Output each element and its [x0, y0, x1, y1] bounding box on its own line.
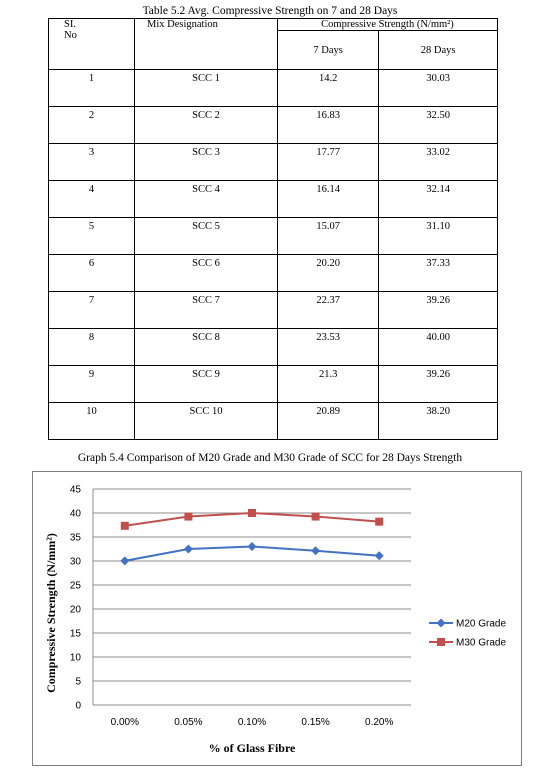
table-row: 9 SCC 9 21.3 39.26 [48, 365, 498, 403]
data-point [311, 546, 321, 556]
table-header-row: SI. No Mix Designation Compressive Streng… [48, 18, 498, 70]
data-point [120, 556, 130, 566]
strength-table: SI. No Mix Designation Compressive Streng… [48, 18, 498, 440]
cell-sl-no: 6 [48, 254, 135, 292]
y-tick-label: 45 [70, 485, 82, 496]
data-point [184, 512, 193, 521]
cell-7-days: 20.89 [276, 402, 380, 440]
y-tick-label: 5 [75, 677, 81, 688]
cell-mix: SCC 10 [134, 402, 278, 440]
cell-7-days: 17.77 [276, 143, 380, 181]
graph-title: Graph 5.4 Comparison of M20 Grade and M3… [77, 452, 463, 464]
x-tick-label: 0.05% [174, 717, 202, 728]
header-compressive-strength: Compressive Strength (N/mm²) [277, 18, 498, 31]
table-row: 1 SCC 1 14.2 30.03 [48, 69, 498, 107]
cell-mix: SCC 9 [134, 365, 278, 403]
cell-28-days: 32.50 [378, 106, 498, 144]
cell-28-days: 30.03 [378, 69, 498, 107]
cell-28-days: 39.26 [378, 291, 498, 329]
cell-7-days: 15.07 [276, 217, 380, 255]
y-tick-label: 35 [70, 533, 82, 544]
cell-sl-no: 9 [48, 365, 135, 403]
x-tick-label: 0.10% [238, 717, 266, 728]
table-row: 4 SCC 4 16.14 32.14 [48, 180, 498, 218]
cell-sl-no: 2 [48, 106, 135, 144]
header-sl-no: SI. No [48, 18, 135, 70]
header-28-days: 28 Days [378, 30, 498, 70]
cell-sl-no: 7 [48, 291, 135, 329]
cell-sl-no: 1 [48, 69, 135, 107]
table-subheader-row: 7 Days 28 Days [49, 30, 498, 70]
cell-7-days: 16.14 [276, 180, 380, 218]
y-tick-label: 0 [75, 701, 81, 712]
cell-sl-no: 5 [48, 217, 135, 255]
header-mix-designation: Mix Designation [134, 18, 278, 70]
cell-sl-no: 8 [48, 328, 135, 366]
table-row: 8 SCC 8 23.53 40.00 [48, 328, 498, 366]
data-point [374, 551, 384, 561]
y-tick-label: 40 [70, 509, 82, 520]
y-tick-label: 10 [70, 653, 82, 664]
legend-label: M30 Grade [456, 638, 506, 649]
x-tick-label: 0.00% [111, 717, 139, 728]
data-point [183, 544, 193, 554]
cell-mix: SCC 6 [134, 254, 278, 292]
cell-mix: SCC 2 [134, 106, 278, 144]
cell-mix: SCC 4 [134, 180, 278, 218]
data-point [248, 509, 256, 517]
cell-sl-no: 10 [48, 402, 135, 440]
cell-mix: SCC 8 [134, 328, 278, 366]
data-point [311, 512, 320, 521]
y-tick-label: 30 [70, 557, 82, 568]
cell-7-days: 22.37 [276, 291, 380, 329]
cell-mix: SCC 3 [134, 143, 278, 181]
cell-7-days: 23.53 [276, 328, 380, 366]
cell-mix: SCC 1 [134, 69, 278, 107]
y-tick-label: 20 [70, 605, 82, 616]
table-row: 2 SCC 2 16.83 32.50 [48, 106, 498, 144]
cell-28-days: 33.02 [378, 143, 498, 181]
y-tick-label: 25 [70, 581, 82, 592]
cell-28-days: 32.14 [378, 180, 498, 218]
line-chart: 0 5 10 15 20 25 30 35 40 45 0.00% 0.05% 0.10% 0.15% 0.… [44, 485, 506, 756]
legend-marker [436, 618, 446, 628]
cell-mix: SCC 7 [134, 291, 278, 329]
cell-28-days: 39.26 [378, 365, 498, 403]
cell-7-days: 21.3 [276, 365, 380, 403]
table-row: 5 SCC 5 15.07 31.10 [48, 217, 498, 255]
header-7-days: 7 Days [276, 30, 380, 70]
cell-7-days: 16.83 [276, 106, 380, 144]
table-row: 10 SCC 10 20.89 38.20 [48, 402, 498, 440]
table-row: 7 SCC 7 22.37 39.26 [48, 291, 498, 329]
x-axis-title: % of Glass Fibre [209, 741, 296, 755]
cell-sl-no: 4 [48, 180, 135, 218]
table-title: Table 5.2 Avg. Compressive Strength on 7… [142, 5, 398, 17]
table-row: 3 SCC 3 17.77 33.02 [48, 143, 498, 181]
legend-marker [437, 638, 445, 646]
data-point [375, 517, 384, 526]
cell-mix: SCC 5 [134, 217, 278, 255]
cell-28-days: 38.20 [378, 402, 498, 440]
chart-frame: 0 5 10 15 20 25 30 35 40 45 0.00% 0.05% 0.10% 0.15% 0.… [32, 471, 522, 766]
x-tick-label: 0.20% [365, 717, 393, 728]
data-point [120, 521, 129, 530]
cell-28-days: 40.00 [378, 328, 498, 366]
y-tick-label: 15 [70, 629, 82, 640]
x-tick-label: 0.15% [301, 717, 329, 728]
cell-7-days: 20.20 [276, 254, 380, 292]
table-body: 1 SCC 1 14.2 30.03 2 SCC 2 16.83 32.50 3 SCC 3 17.… [48, 69, 498, 440]
table-row: 6 SCC 6 20.20 37.33 [48, 254, 498, 292]
y-axis-title: Compressive Strength (N/mm²) [44, 533, 58, 693]
data-point [247, 542, 257, 552]
legend-label: M20 Grade [456, 619, 506, 630]
cell-28-days: 31.10 [378, 217, 498, 255]
cell-28-days: 37.33 [378, 254, 498, 292]
cell-7-days: 14.2 [276, 69, 380, 107]
cell-sl-no: 3 [48, 143, 135, 181]
